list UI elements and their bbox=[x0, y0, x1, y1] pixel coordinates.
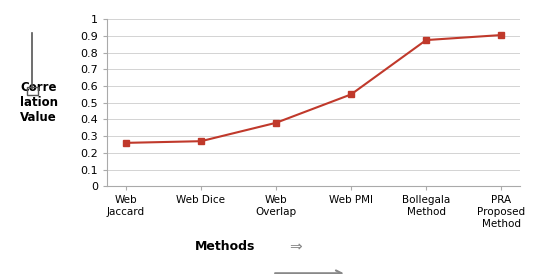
Text: ⇒: ⇒ bbox=[289, 239, 302, 254]
Y-axis label: Corre
lation
Value: Corre lation Value bbox=[20, 81, 58, 124]
Text: Methods: Methods bbox=[195, 240, 255, 253]
